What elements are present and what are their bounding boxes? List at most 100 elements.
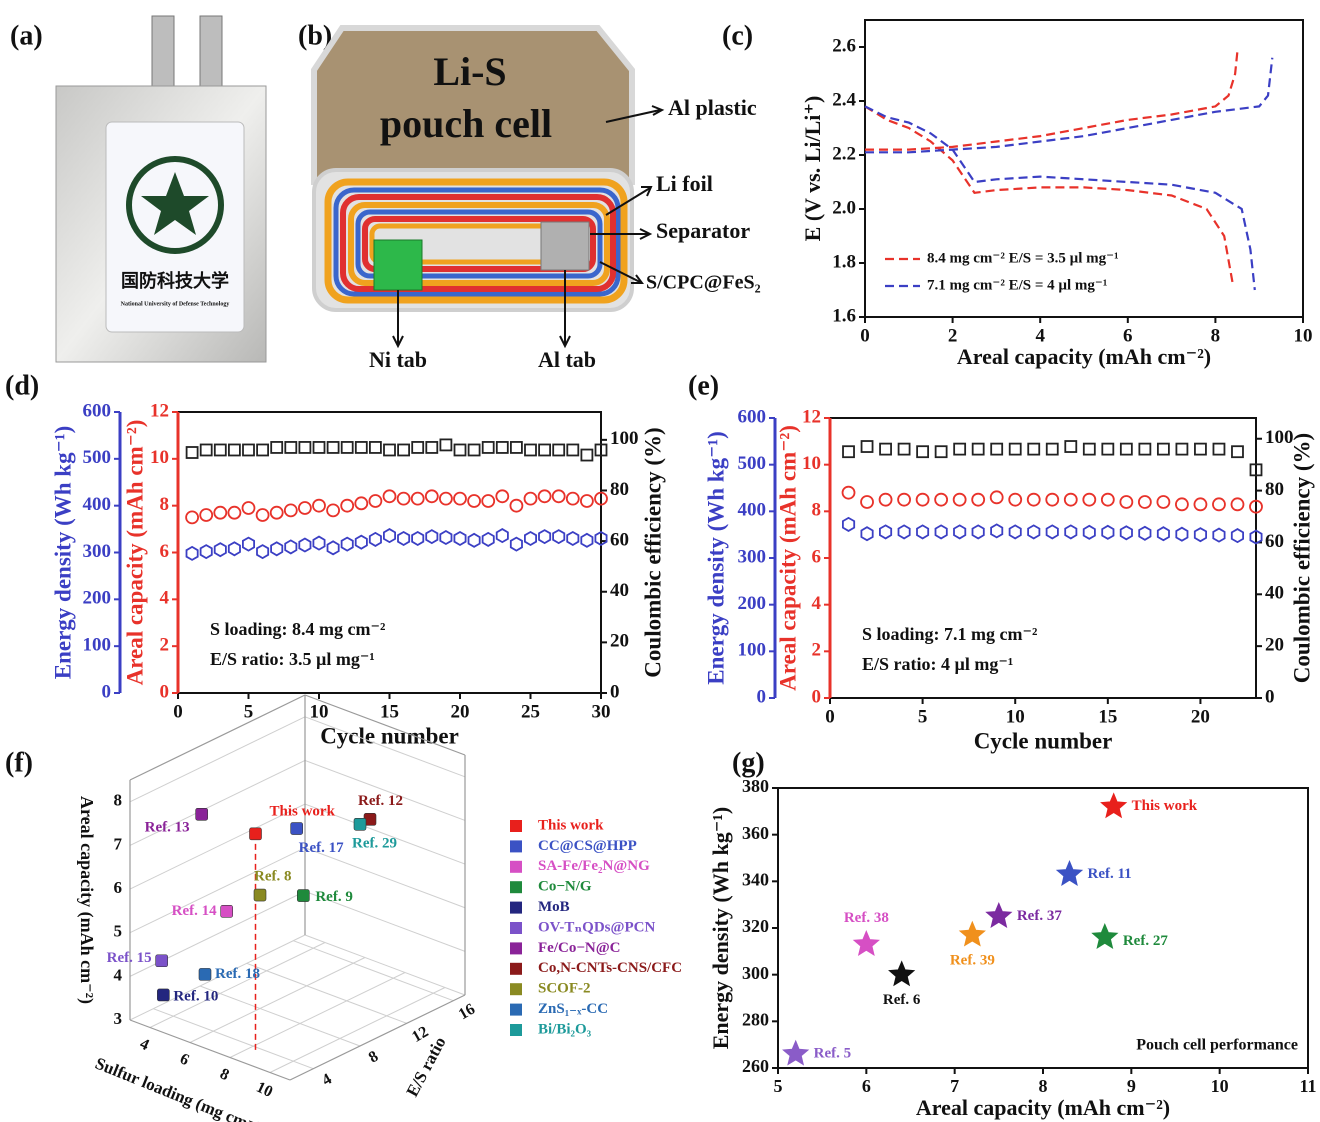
legend-label: SCOF-2 xyxy=(538,981,591,997)
grid-line xyxy=(129,934,306,1021)
energy-point xyxy=(580,532,594,548)
star-point xyxy=(1091,922,1119,949)
y3-tick-label: 100 xyxy=(1265,427,1294,448)
capacity-point xyxy=(495,489,510,504)
callout-arrows xyxy=(392,105,665,349)
energy-point xyxy=(594,530,608,547)
capacity-point xyxy=(199,508,214,522)
capacity-point xyxy=(594,491,608,506)
energy-point xyxy=(1230,528,1244,544)
point-label: Ref. 37 xyxy=(1017,908,1062,924)
y-tick-label: 16 xyxy=(456,1001,478,1024)
efficiency-point xyxy=(354,441,368,454)
energy-point xyxy=(1175,526,1189,542)
legend-swatch xyxy=(510,820,522,832)
capacity-point xyxy=(312,498,326,513)
legend-label: SA-Fe/Fe₂N@NG xyxy=(538,858,650,874)
capacity-point xyxy=(368,494,383,508)
grid-line xyxy=(246,962,407,1024)
efficiency-point xyxy=(1027,442,1041,456)
capacity-point xyxy=(453,491,467,506)
efficiency-point xyxy=(383,443,396,457)
energy-point xyxy=(566,530,580,547)
y-tick-label: 500 xyxy=(738,453,767,474)
efficiency-point xyxy=(1175,442,1189,456)
annotation: S loading: 7.1 mg cm⁻² xyxy=(862,624,1037,644)
y-tick-label: 1.8 xyxy=(832,251,856,272)
efficiency-point xyxy=(368,441,382,454)
panel-label: (a) xyxy=(10,20,43,51)
energy-point xyxy=(213,542,227,558)
capacity-point xyxy=(185,510,200,525)
x-tick-label: 10 xyxy=(1294,325,1313,346)
legend-label: Co,N-CNTs-CNS/CFC xyxy=(538,960,682,976)
y-tick-label: 8 xyxy=(366,1048,381,1067)
plot-frame xyxy=(864,19,1304,318)
callout: S/CPC@FeS₂ xyxy=(646,272,761,294)
star-point xyxy=(852,929,880,956)
energy-point xyxy=(270,541,284,557)
axis-title: Areal capacity (mAh cm⁻²) xyxy=(957,344,1211,369)
pouch-photo: 国防科技大学 National University of Defense Te… xyxy=(55,15,267,363)
legend-swatch xyxy=(510,1024,522,1036)
efficiency-point xyxy=(495,441,509,454)
point-label: Ref. 29 xyxy=(352,836,397,852)
capacity-point xyxy=(481,494,496,508)
efficiency-point xyxy=(552,443,566,457)
energy-point xyxy=(298,537,312,553)
legend-swatch xyxy=(510,860,522,873)
capacity-point xyxy=(971,492,986,507)
capacity-point xyxy=(297,501,312,515)
efficiency-point xyxy=(256,443,270,457)
energy-point xyxy=(199,544,213,560)
star-point xyxy=(958,920,986,947)
capacity-point xyxy=(580,494,594,508)
point-label: Ref. 9 xyxy=(315,889,353,905)
grid-line xyxy=(304,803,466,865)
y2-tick-label: 6 xyxy=(812,546,822,567)
energy-point xyxy=(971,524,985,540)
y2-tick-label: 8 xyxy=(160,494,170,515)
legend-label: Bi/Bi₂O₃ xyxy=(538,1021,592,1037)
grid-line xyxy=(129,716,306,803)
z-tick-label: 4 xyxy=(114,965,123,984)
y2-tick-label: 12 xyxy=(150,400,169,421)
capacity-point xyxy=(396,491,411,506)
efficiency-point xyxy=(1119,442,1133,456)
panel-label: (g) xyxy=(732,747,765,778)
axis-title: Areal capacity (mAh cm⁻²) xyxy=(76,796,97,1004)
capacity-point xyxy=(340,498,355,513)
x-tick-label: 20 xyxy=(1191,706,1210,727)
y3-tick-label: 40 xyxy=(610,580,629,601)
efficiency-point xyxy=(1194,442,1207,456)
x-tick-label: 25 xyxy=(521,701,540,722)
axis-title: E/S ratio xyxy=(403,1034,450,1100)
energy-point xyxy=(397,530,411,547)
legend-swatch xyxy=(510,1003,522,1016)
x-tick-label: 8 xyxy=(1211,325,1221,346)
capacity-point xyxy=(1156,495,1171,509)
data-point xyxy=(353,817,367,831)
point-label: Ref. 27 xyxy=(1123,933,1168,949)
energy-point xyxy=(509,536,523,552)
y2-tick-label: 2 xyxy=(812,640,822,661)
point-label: Ref. 13 xyxy=(145,820,190,836)
y-tick-label: 200 xyxy=(738,593,767,614)
grid-line xyxy=(229,972,406,1058)
axis-title: Coulombic efficiency (%) xyxy=(1289,433,1314,683)
capacity-point xyxy=(537,489,552,504)
axis-title: Areal capacity (mAh cm⁻²) xyxy=(775,425,800,691)
capacity-point xyxy=(523,491,538,506)
y-tick-label: 4 xyxy=(319,1071,334,1090)
point-label: This work xyxy=(1132,798,1198,814)
energy-point xyxy=(242,536,255,552)
energy-point xyxy=(879,524,893,540)
panel-label: (c) xyxy=(722,20,753,51)
data-point xyxy=(297,889,310,902)
capacity-point xyxy=(438,491,453,506)
y3-tick-label: 40 xyxy=(1265,583,1284,604)
x-tick-label: 20 xyxy=(451,701,470,722)
legend-label: Fe/Co−N@C xyxy=(538,940,621,956)
al-tab xyxy=(540,221,590,271)
